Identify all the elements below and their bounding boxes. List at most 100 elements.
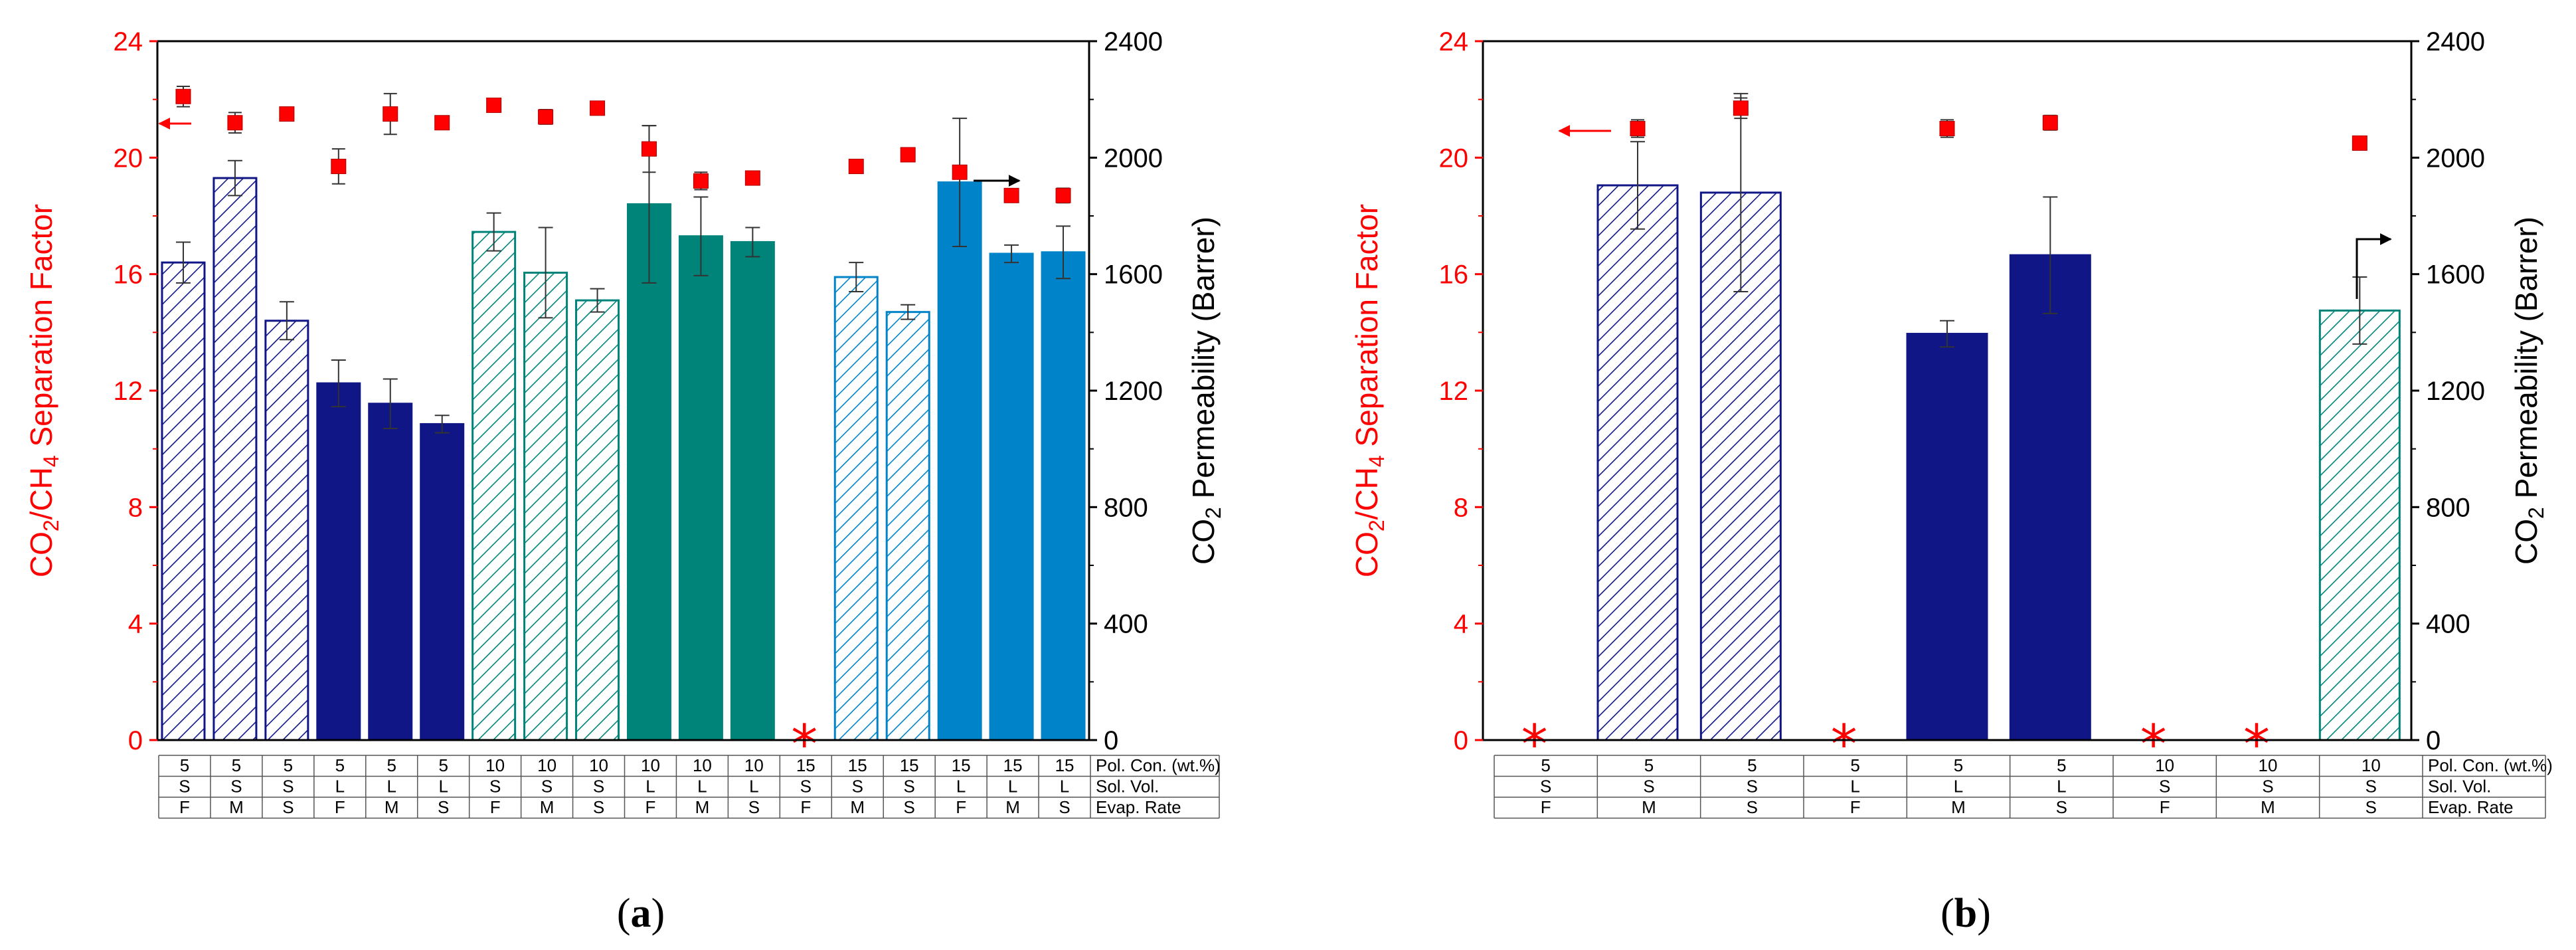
axis-label-part: CO	[1349, 531, 1384, 577]
point-separation-factor	[900, 147, 916, 163]
table-cell: 10	[641, 755, 660, 775]
bar-permeability	[885, 311, 930, 741]
table-cell: S	[1540, 777, 1551, 797]
bar-permeability	[472, 231, 517, 741]
bar-permeability	[989, 252, 1034, 741]
axis-label-part: 4	[39, 455, 63, 467]
table-cell: S	[282, 777, 294, 797]
point-separation-factor	[693, 173, 709, 189]
panel-label-part: b	[1954, 891, 1977, 936]
table-cell: F	[1541, 797, 1551, 817]
axis-label-part: CO	[24, 531, 58, 577]
right-axis-tick-label: 400	[2426, 610, 2470, 639]
table-cell: 5	[284, 755, 293, 775]
bar-permeability	[937, 181, 982, 741]
table-cell: F	[1850, 797, 1861, 817]
table-cell: F	[800, 797, 811, 817]
panel-label-part: (	[1940, 891, 1954, 936]
table-cell: M	[1951, 797, 1966, 817]
right-axis-tick-label: 800	[2426, 493, 2470, 522]
table-cell: L	[1060, 777, 1069, 797]
bar-permeability	[213, 177, 258, 741]
point-separation-factor	[175, 88, 191, 104]
bar-permeability	[1596, 184, 1679, 741]
point-separation-factor	[227, 115, 243, 131]
table-cell: S	[593, 797, 604, 817]
table-cell: 5	[387, 755, 396, 775]
right-axis-tick-label: 2400	[2426, 27, 2485, 56]
right-axis-label: CO2 Permeability (Barrer)	[2509, 217, 2548, 565]
table-row-label: Pol. Con. (wt.%)	[1096, 755, 1221, 775]
point-separation-factor	[1630, 121, 1646, 136]
table-cell: S	[800, 777, 812, 797]
bar-permeability	[316, 382, 361, 741]
left-axis-label: CO2/CH4 Separation Factor	[1349, 204, 1389, 577]
table-cell: 5	[180, 755, 189, 775]
axis-label-part: 2	[1201, 507, 1225, 519]
table-cell: S	[904, 797, 915, 817]
table-cell: L	[697, 777, 707, 797]
right-axis-label: CO2 Permeability (Barrer)	[1186, 217, 1225, 565]
table-cell: 5	[232, 755, 241, 775]
no-data-star-marker: *	[2140, 713, 2167, 775]
left-axis-tick-label: 16	[114, 260, 143, 290]
panel-label-part: (	[617, 891, 631, 936]
axis-label-part: CO	[1186, 519, 1221, 565]
table-cell: S	[438, 797, 449, 817]
panel-label-part: a	[631, 891, 651, 936]
right-axis-tick-label: 2000	[2426, 143, 2485, 173]
no-data-star-marker: *	[2243, 713, 2270, 775]
bar-permeability	[1906, 333, 1988, 741]
table-cell: S	[2056, 797, 2067, 817]
table-cell: F	[179, 797, 190, 817]
table-cell: M	[695, 797, 710, 817]
table-cell: F	[956, 797, 966, 817]
point-separation-factor	[331, 158, 347, 174]
point-separation-factor	[641, 141, 657, 157]
table-cell: 5	[438, 755, 448, 775]
axis-label-part: Permeability (Barrer)	[2509, 217, 2543, 507]
point-separation-factor	[1003, 187, 1019, 203]
no-data-star-marker: *	[791, 713, 817, 775]
right-axis-tick-label: 800	[1104, 493, 1148, 522]
table-cell: M	[1642, 797, 1656, 817]
table-cell: S	[179, 777, 190, 797]
table-cell: S	[2262, 777, 2273, 797]
table-cell: L	[956, 777, 966, 797]
table-cell: 10	[693, 755, 712, 775]
axis-label-part: 2	[39, 520, 63, 531]
panel-a-chart: *0481216202404008001200160020002400CO2/C…	[24, 27, 1225, 936]
axis-label-part: Separation Factor	[24, 204, 58, 455]
axis-label-part: 2	[2524, 507, 2548, 519]
table-cell: F	[2160, 797, 2170, 817]
table-cell: L	[335, 777, 345, 797]
table-cell: S	[593, 777, 604, 797]
axis-label-part: 2	[1365, 520, 1389, 531]
table-cell: 15	[952, 755, 971, 775]
point-separation-factor	[590, 100, 606, 116]
table-cell: 5	[1541, 755, 1550, 775]
table-cell: M	[850, 797, 865, 817]
table-cell: S	[230, 777, 242, 797]
table-cell: 5	[1954, 755, 1963, 775]
table-cell: L	[1008, 777, 1017, 797]
bar-permeability	[420, 423, 465, 741]
table-cell: S	[2365, 797, 2377, 817]
bar-permeability	[626, 203, 671, 741]
panel-label: (a)	[617, 891, 665, 936]
table-cell: L	[2057, 777, 2066, 797]
axis-label-part: /CH	[1349, 467, 1384, 520]
table-cell: S	[2365, 777, 2377, 797]
table-cell: 15	[848, 755, 867, 775]
point-separation-factor	[744, 170, 760, 186]
left-axis-tick-label: 0	[1454, 726, 1468, 755]
panel-label-part: )	[1977, 891, 1991, 936]
table-cell: S	[852, 777, 863, 797]
table-cell: L	[749, 777, 758, 797]
right-axis-tick-label: 0	[2426, 726, 2441, 755]
left-axis-tick-label: 20	[114, 143, 143, 173]
right-axis-indicator-arrow	[2356, 233, 2392, 299]
axis-label-part: 4	[1365, 455, 1389, 467]
table-cell: 5	[1644, 755, 1654, 775]
